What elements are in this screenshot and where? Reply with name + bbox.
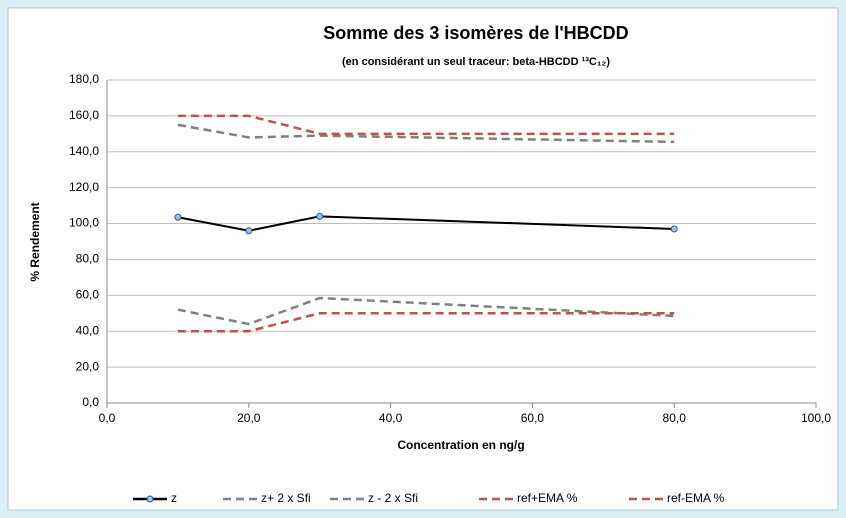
series-line (177, 123, 675, 144)
data-point (316, 212, 324, 220)
chart-subtitle: (en considérant un seul traceur: beta-HB… (342, 56, 610, 68)
y-tick-label: 160,0 (69, 108, 99, 122)
legend-label: z - 2 x Sfi (368, 491, 418, 505)
x-tick-label: 40,0 (379, 411, 403, 425)
x-tick-label: 0,0 (99, 411, 116, 425)
y-tick-label: 80,0 (76, 252, 100, 266)
legend-label: ref+EMA % (517, 491, 578, 505)
y-tick-label: 40,0 (76, 323, 100, 337)
x-tick-label: 80,0 (663, 411, 687, 425)
y-tick-label: 100,0 (69, 216, 99, 230)
series-line (177, 114, 675, 136)
series-line (177, 312, 675, 333)
x-axis-label: Concentration en ng/g (397, 438, 524, 452)
legend-label: ref-EMA % (667, 491, 725, 505)
data-point (670, 225, 678, 233)
data-point (174, 213, 182, 221)
series-line (177, 296, 675, 326)
data-point (245, 227, 253, 235)
series-line (177, 215, 675, 232)
legend-label: z (171, 491, 177, 505)
x-tick-label: 60,0 (521, 411, 545, 425)
y-tick-label: 180,0 (69, 72, 99, 86)
y-tick-label: 60,0 (76, 288, 100, 302)
y-tick-label: 120,0 (69, 180, 99, 194)
y-tick-label: 0,0 (82, 395, 99, 409)
y-axis-label: % Rendement (28, 202, 42, 281)
legend-label: z+ 2 x Sfi (261, 491, 311, 505)
y-tick-label: 140,0 (69, 144, 99, 158)
x-tick-label: 100,0 (801, 411, 831, 425)
y-tick-label: 20,0 (76, 359, 100, 373)
x-tick-label: 20,0 (237, 411, 261, 425)
chart-title: Somme des 3 isomères de l'HBCDD (323, 23, 628, 43)
legend-marker (146, 495, 154, 503)
